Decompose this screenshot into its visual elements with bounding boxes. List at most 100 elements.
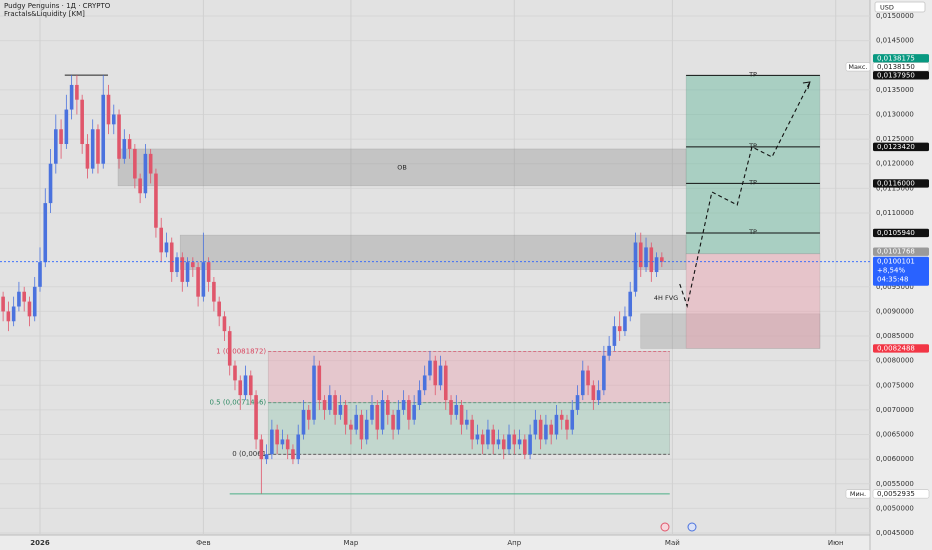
- candle-body: [222, 316, 227, 332]
- candle-body: [180, 257, 185, 282]
- candle-body: [443, 365, 448, 401]
- candle-body: [17, 291, 21, 307]
- price-label-box: [873, 247, 929, 256]
- price-label: 0,0138150: [877, 63, 915, 71]
- y-tick-label: 0,0095000: [876, 283, 914, 291]
- price-label: 0,0101768: [877, 248, 915, 256]
- candle-body: [480, 434, 485, 445]
- candle-body: [580, 370, 585, 396]
- x-tick-label: 2026: [30, 539, 50, 547]
- fib-label: 1 (0,0081872): [216, 347, 266, 355]
- candle-body: [570, 409, 575, 430]
- candle-body: [196, 267, 200, 297]
- candle-body: [291, 449, 295, 460]
- candle-body: [212, 281, 216, 302]
- candle-body: [617, 326, 622, 332]
- event-icon[interactable]: [660, 522, 670, 532]
- candle-body: [280, 439, 285, 445]
- price-label: 0,0123420: [877, 143, 915, 151]
- indicator-name: Fractals&Liquidity [KM]: [4, 10, 85, 18]
- candle-body: [633, 242, 638, 292]
- candle-body: [533, 419, 538, 435]
- candle-body: [396, 409, 401, 430]
- time-axis: [0, 535, 870, 550]
- y-tick-label: 0,0055000: [876, 480, 914, 488]
- candle-body: [459, 404, 464, 425]
- candle-body: [602, 355, 606, 391]
- candle-body: [554, 414, 559, 435]
- candle-body: [54, 129, 58, 164]
- zone: [640, 313, 821, 349]
- candle-body: [1, 296, 5, 312]
- candle-body: [38, 262, 42, 287]
- candle-body: [660, 257, 664, 262]
- price-label-box: [873, 142, 929, 152]
- y-tick-label: 0,0150000: [876, 12, 914, 20]
- candle-body: [591, 385, 596, 401]
- candle-body: [43, 203, 48, 263]
- price-label-box: [872, 62, 930, 72]
- candle-body: [375, 404, 380, 430]
- candle-body: [133, 148, 137, 179]
- candle-body: [111, 114, 116, 125]
- y-tick-label: 0,0085000: [876, 332, 914, 340]
- candle-body: [586, 370, 590, 386]
- candle-body: [649, 247, 654, 273]
- candle-body: [248, 375, 253, 396]
- zone: [685, 253, 821, 349]
- candle-body: [275, 429, 279, 445]
- candle-body: [254, 395, 258, 440]
- y-tick-label: 0,0090000: [876, 307, 914, 315]
- candle-body: [391, 414, 395, 430]
- candle-body: [559, 414, 564, 420]
- chart-title: Pudgy Penguins · 1Д · CRYPTO: [4, 2, 111, 10]
- candle-body: [175, 257, 179, 273]
- candle-body: [101, 94, 106, 164]
- zone-label: OB: [397, 163, 407, 171]
- candle-body: [238, 380, 243, 396]
- candle-body: [417, 390, 422, 405]
- candle-body: [48, 163, 53, 204]
- candle-body: [96, 129, 100, 164]
- candle-body: [154, 173, 158, 228]
- candle-body: [343, 404, 348, 425]
- event-icon[interactable]: [687, 522, 697, 532]
- price-label-box: [873, 344, 929, 353]
- y-tick-label: 0,0115000: [876, 184, 914, 192]
- tp-label: TP: [748, 178, 757, 186]
- candle-body: [496, 439, 501, 445]
- zone: [117, 148, 687, 187]
- candle-body: [465, 419, 469, 425]
- zone: [267, 402, 670, 455]
- candle-body: [549, 424, 553, 435]
- price-label: 0,0052935: [877, 490, 915, 498]
- y-tick-label: 0,0050000: [876, 504, 914, 512]
- annotation: 4H FVG: [654, 294, 678, 302]
- x-tick-label: Июн: [828, 539, 844, 547]
- candle-body: [69, 84, 74, 110]
- y-tick-label: 0,0045000: [876, 529, 914, 537]
- current-price-box: [873, 256, 929, 286]
- candle-body: [270, 429, 274, 455]
- candle-body: [401, 400, 406, 410]
- candle-body: [64, 109, 69, 145]
- candle-body: [90, 129, 95, 169]
- price-label: 0,0082488: [877, 344, 915, 352]
- candle-body: [233, 365, 237, 381]
- x-tick-label: Май: [665, 539, 680, 547]
- currency-box[interactable]: [874, 1, 926, 13]
- price-label: 0,0105940: [877, 229, 915, 237]
- candle-body: [607, 345, 611, 356]
- y-tick-label: 0,0070000: [876, 406, 914, 414]
- fib-label: 0 (0,0061: [232, 450, 266, 458]
- candle-body: [491, 429, 496, 445]
- currency[interactable]: USD: [880, 4, 894, 12]
- y-tick-label: 0,0130000: [876, 110, 914, 118]
- price-tag: Макс.: [848, 63, 867, 71]
- candle-body: [206, 262, 211, 282]
- candle-body: [75, 84, 79, 100]
- x-tick-label: Фев: [196, 539, 210, 547]
- tp-label: TP: [748, 142, 757, 150]
- candle-body: [85, 144, 90, 169]
- candle-body: [185, 262, 190, 282]
